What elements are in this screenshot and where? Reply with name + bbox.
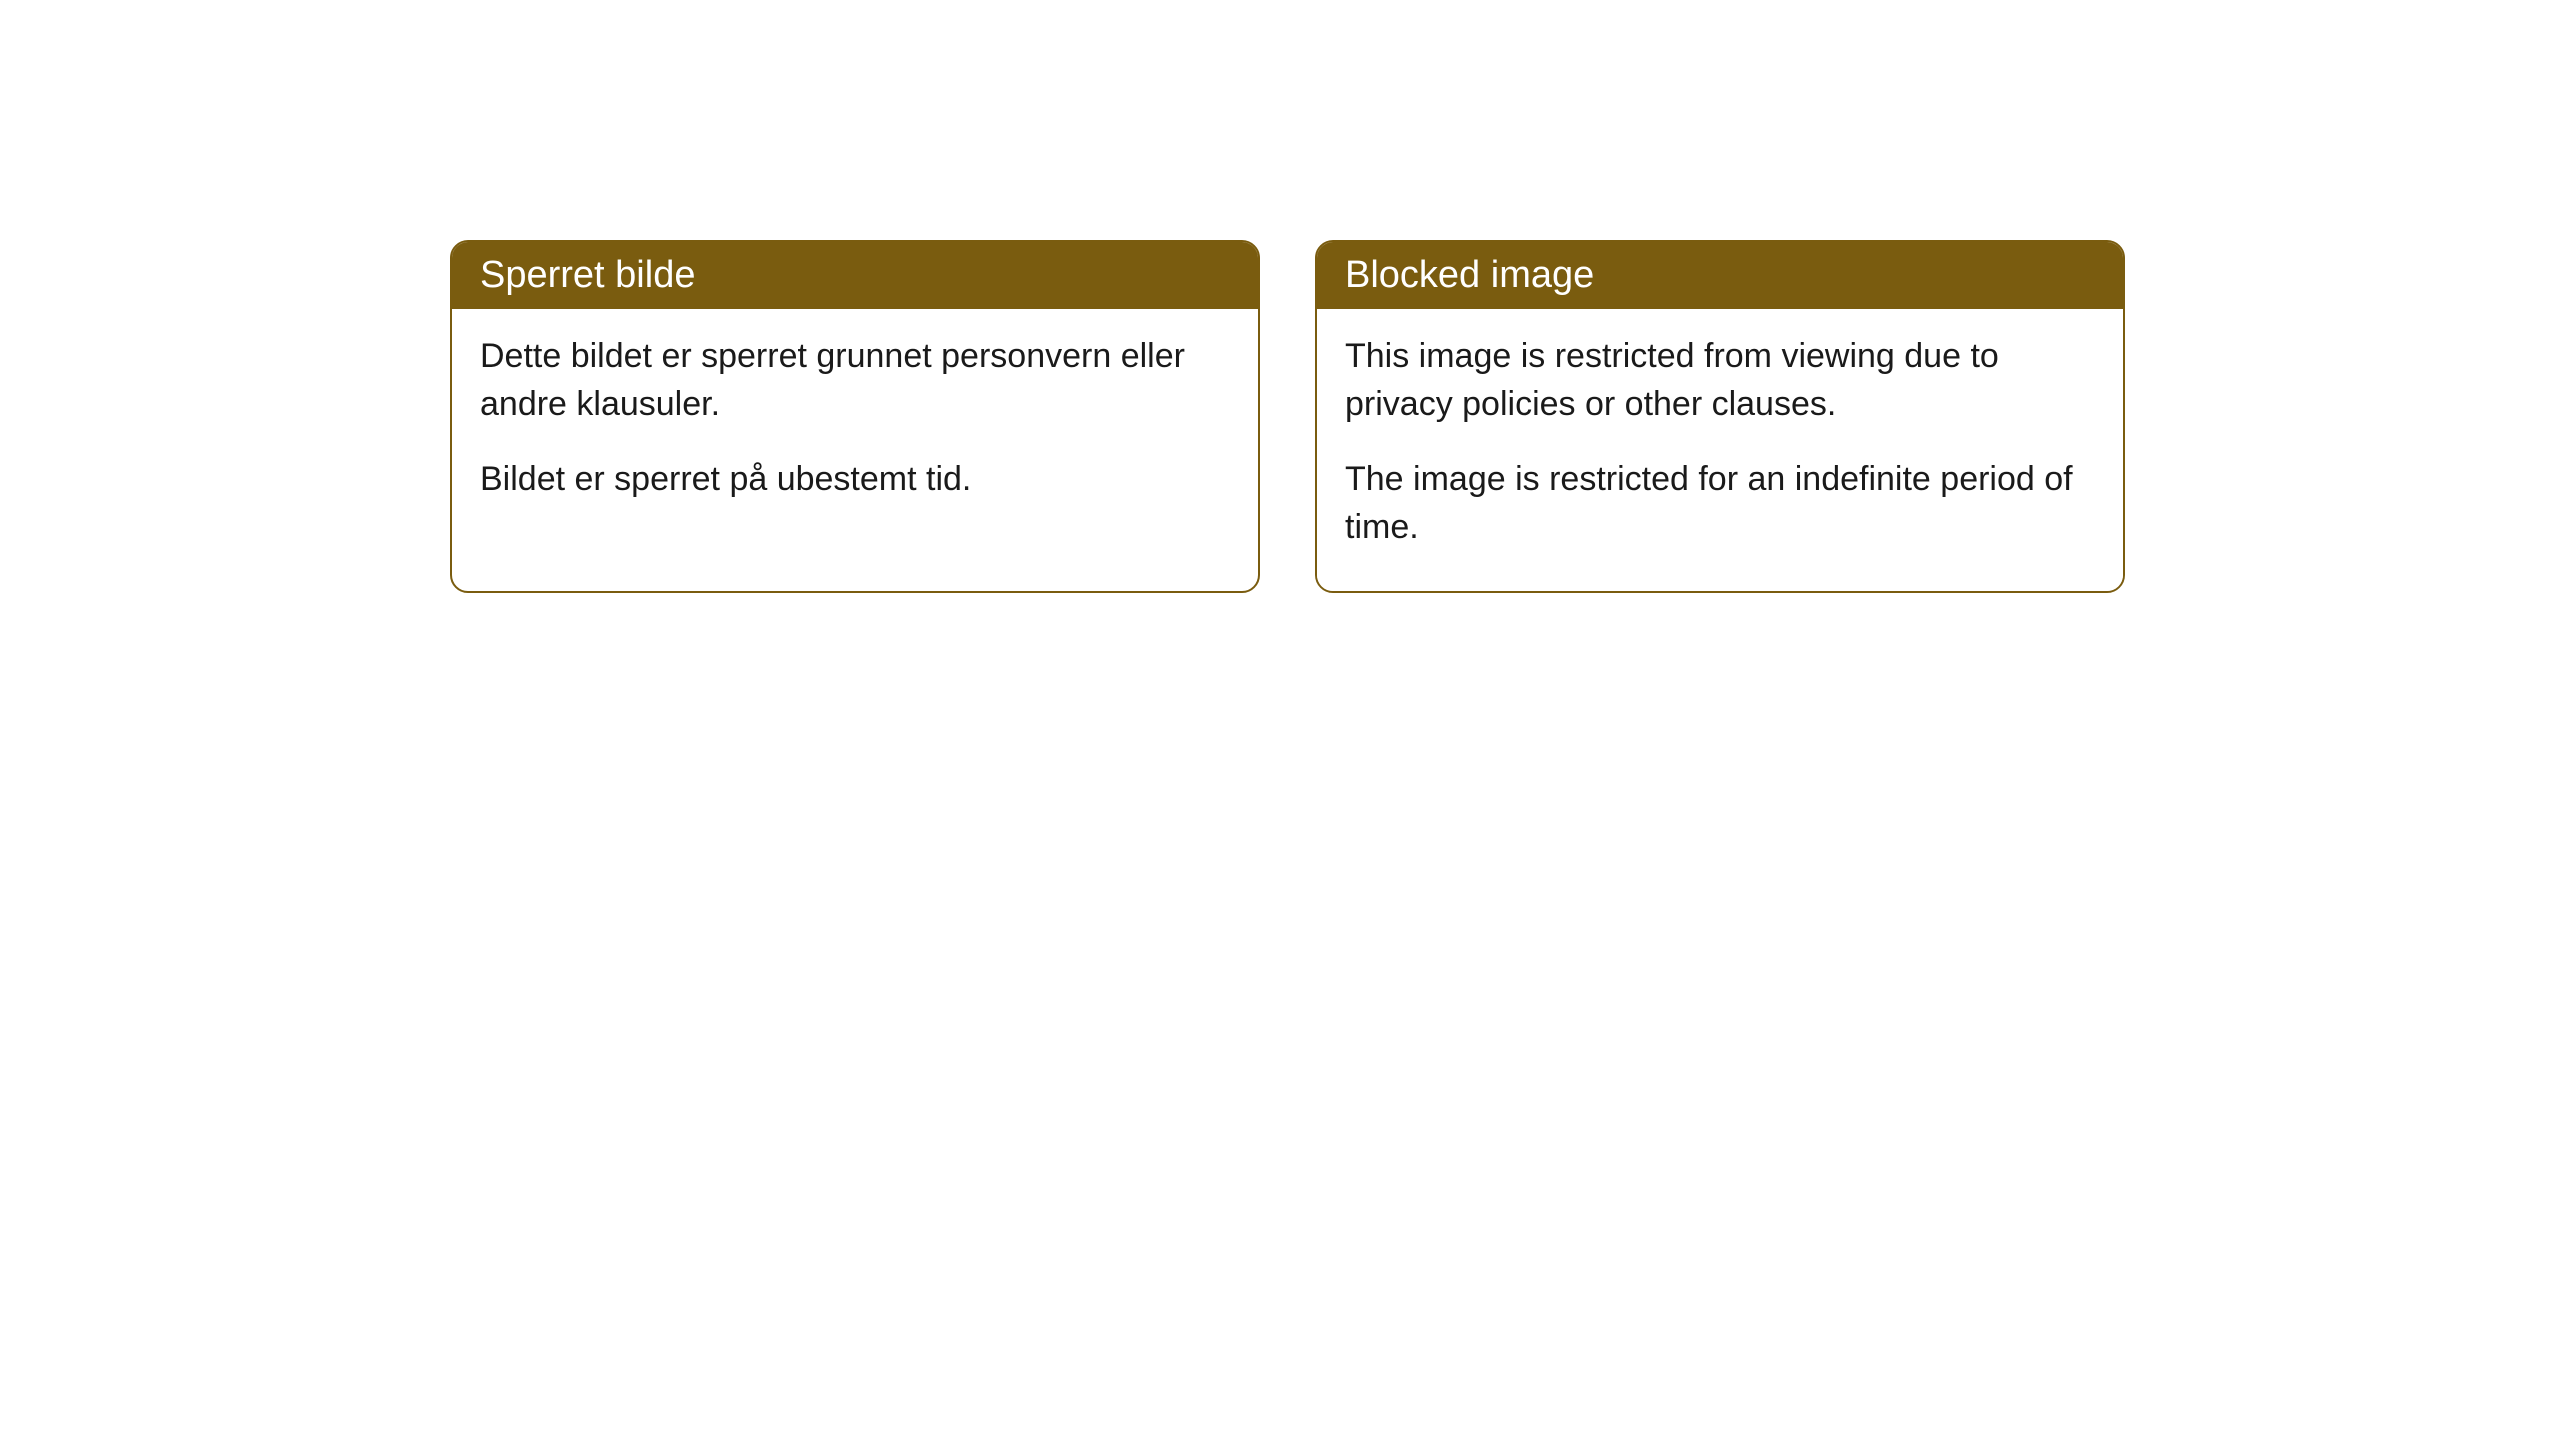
- card-header-norwegian: Sperret bilde: [452, 242, 1258, 309]
- cards-container: Sperret bilde Dette bildet er sperret gr…: [450, 240, 2560, 593]
- card-paragraph-1: Dette bildet er sperret grunnet personve…: [480, 333, 1230, 428]
- card-header-english: Blocked image: [1317, 242, 2123, 309]
- card-paragraph-2: The image is restricted for an indefinit…: [1345, 456, 2095, 551]
- blocked-image-card-norwegian: Sperret bilde Dette bildet er sperret gr…: [450, 240, 1260, 593]
- card-body-norwegian: Dette bildet er sperret grunnet personve…: [452, 309, 1258, 544]
- card-paragraph-2: Bildet er sperret på ubestemt tid.: [480, 456, 1230, 504]
- card-title: Blocked image: [1345, 254, 1594, 296]
- card-title: Sperret bilde: [480, 254, 695, 296]
- card-body-english: This image is restricted from viewing du…: [1317, 309, 2123, 591]
- card-paragraph-1: This image is restricted from viewing du…: [1345, 333, 2095, 428]
- blocked-image-card-english: Blocked image This image is restricted f…: [1315, 240, 2125, 593]
